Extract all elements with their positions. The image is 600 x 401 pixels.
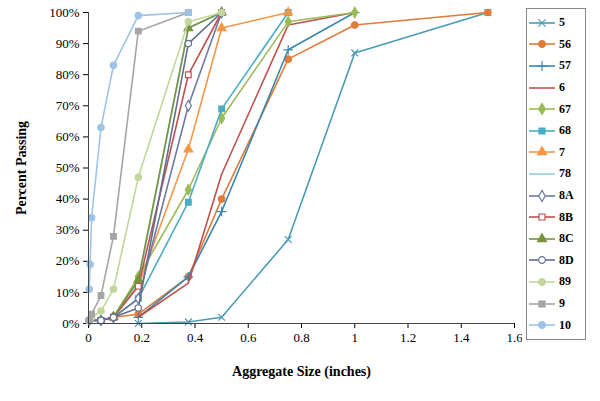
svg-text:0: 0 (85, 330, 92, 345)
svg-text:40%: 40% (56, 191, 80, 206)
html-text:5: 5 (559, 15, 565, 30)
svg-text:1.6: 1.6 (506, 330, 522, 345)
html-text:78: 78 (559, 166, 571, 181)
svg-text:0.4: 0.4 (187, 330, 204, 345)
html-text:7: 7 (559, 144, 565, 159)
html-text:57: 57 (559, 58, 571, 73)
svg-text:0.2: 0.2 (134, 330, 150, 345)
html-text:68: 68 (559, 123, 571, 138)
svg-text:0%: 0% (62, 316, 80, 331)
html-text:8A: 8A (559, 188, 574, 202)
svg-text:20%: 20% (56, 253, 80, 268)
html-text:8D: 8D (559, 252, 574, 267)
svg-text:30%: 30% (56, 222, 80, 237)
svg-text:Aggregate Size (inches): Aggregate Size (inches) (232, 364, 371, 380)
svg-text:80%: 80% (56, 67, 80, 82)
svg-text:0.8: 0.8 (293, 330, 309, 345)
svg-text:1.2: 1.2 (400, 330, 416, 345)
svg-text:90%: 90% (56, 36, 80, 51)
html-text:67: 67 (559, 101, 571, 116)
svg-text:70%: 70% (56, 98, 80, 113)
html-text:9: 9 (559, 296, 565, 310)
svg-text:60%: 60% (56, 129, 80, 144)
html-text:6: 6 (559, 80, 565, 95)
svg-text:10%: 10% (56, 285, 80, 300)
html-text:89: 89 (559, 274, 571, 289)
html-text:8C: 8C (559, 231, 574, 246)
svg-text:50%: 50% (56, 160, 80, 175)
html-text:8B: 8B (559, 209, 573, 224)
svg-text:1.4: 1.4 (453, 330, 470, 345)
svg-text:100%: 100% (49, 5, 80, 20)
html-text:10: 10 (559, 317, 571, 332)
svg-text:Percent Passing: Percent Passing (14, 121, 29, 215)
svg-text:1: 1 (352, 330, 359, 345)
svg-text:0.6: 0.6 (240, 330, 257, 345)
html-text:56: 56 (559, 36, 571, 51)
